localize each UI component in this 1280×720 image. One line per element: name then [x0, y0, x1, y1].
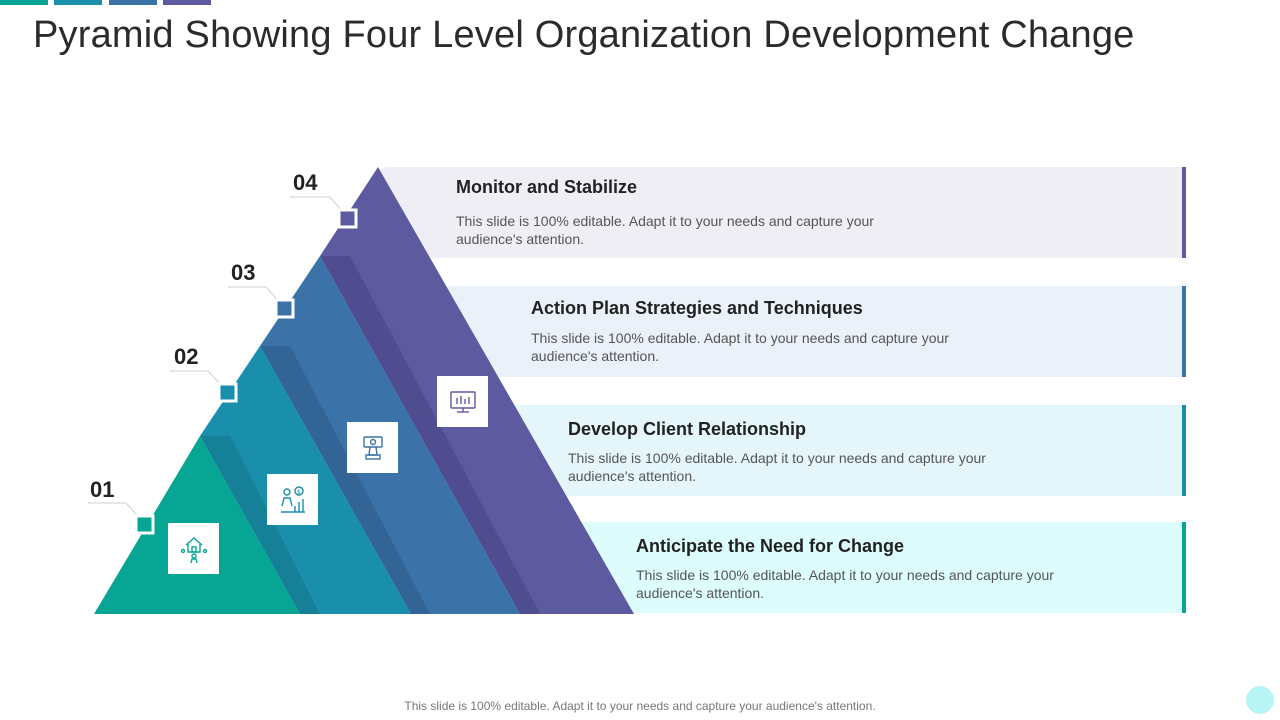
level-number-02: 02: [174, 344, 199, 369]
level-description: This slide is 100% editable. Adapt it to…: [456, 213, 874, 247]
level-number-03: 03: [231, 260, 256, 285]
monitor-chart-icon: [437, 376, 488, 427]
level-panel-02: Develop Client Relationship This slide i…: [490, 405, 1186, 496]
pyramid-shadow-04: [320, 256, 540, 614]
pyramid-shadow-03: [260, 346, 430, 614]
level-heading: Develop Client Relationship: [568, 419, 807, 439]
level-panel-04: Monitor and Stabilize This slide is 100%…: [378, 167, 1186, 258]
top-accent-bars: [0, 0, 220, 5]
marker-04: [337, 208, 358, 229]
panel-accent: [1182, 167, 1186, 258]
level-number-04: 04: [293, 170, 318, 195]
panel-accent: [1182, 286, 1186, 377]
level-description: This slide is 100% editable. Adapt it to…: [531, 330, 949, 364]
level-heading: Monitor and Stabilize: [456, 177, 638, 197]
marker-03: [274, 298, 295, 319]
level-heading: Action Plan Strategies and Techniques: [531, 298, 863, 318]
page-title: Pyramid Showing Four Level Organization …: [33, 14, 1135, 56]
panel-accent: [1182, 405, 1186, 496]
level-number-01: 01: [90, 477, 115, 502]
svg-text:$: $: [297, 489, 301, 496]
marker-02: [217, 382, 238, 403]
panel-accent: [1182, 522, 1186, 613]
level-description: This slide is 100% editable. Adapt it to…: [568, 450, 986, 484]
pyramid-shadow-02: [200, 436, 320, 614]
level-panel-01: Anticipate the Need for Change This slid…: [560, 522, 1186, 613]
level-heading: Anticipate the Need for Change: [636, 536, 905, 556]
footer-note: This slide is 100% editable. Adapt it to…: [404, 699, 876, 713]
client-growth-icon: $: [267, 474, 318, 525]
accent-bar-teal: [0, 0, 48, 5]
level-description: This slide is 100% editable. Adapt it to…: [636, 567, 1054, 601]
level-panel-03: Action Plan Strategies and Techniques Th…: [440, 286, 1186, 377]
accent-bar-purple: [163, 0, 211, 5]
corner-dot: [1246, 686, 1274, 714]
marker-01: [134, 514, 155, 535]
accent-bar-cyan: [54, 0, 102, 5]
accent-bar-blue: [109, 0, 157, 5]
home-people-icon: [168, 523, 219, 574]
chess-strategy-icon: [347, 422, 398, 473]
